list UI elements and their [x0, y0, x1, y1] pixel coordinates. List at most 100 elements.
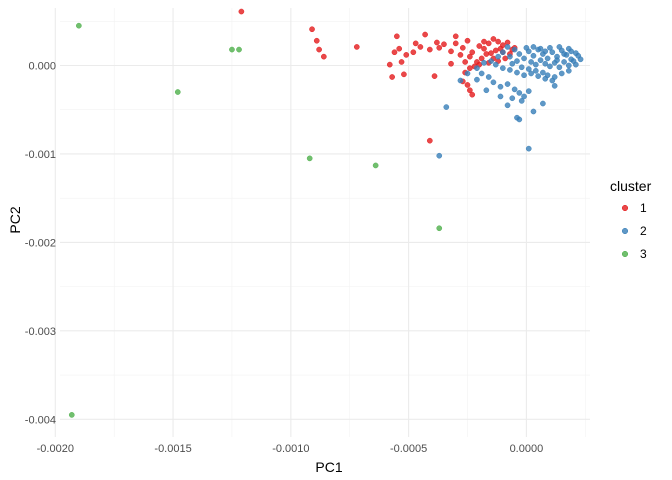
legend-label-1: 1 — [640, 201, 647, 215]
data-point — [174, 89, 181, 95]
data-point — [556, 44, 563, 50]
data-point — [485, 40, 492, 47]
data-point — [542, 48, 549, 55]
data-point — [474, 65, 480, 71]
data-point — [236, 46, 242, 53]
x-tick-label: -0.0010 — [272, 443, 309, 455]
data-point — [495, 53, 501, 60]
data-point — [518, 98, 525, 104]
x-tick-label: -0.0015 — [154, 443, 191, 455]
data-point — [525, 88, 532, 94]
x-tick-label: -0.0005 — [390, 443, 427, 455]
data-point — [398, 59, 405, 65]
data-point — [396, 45, 403, 52]
data-point — [309, 26, 315, 33]
legend-title: cluster — [610, 178, 652, 194]
data-point — [457, 52, 464, 58]
data-point — [386, 61, 393, 68]
data-point — [469, 91, 476, 98]
data-point — [229, 46, 235, 53]
data-point — [499, 49, 506, 56]
data-point — [547, 44, 553, 51]
data-point — [464, 82, 471, 88]
data-point — [474, 76, 480, 83]
series-1-points — [238, 8, 518, 144]
data-point — [422, 31, 428, 38]
data-point — [504, 102, 511, 109]
data-point — [75, 22, 82, 29]
minor-gridlines — [60, 8, 590, 437]
data-point — [417, 44, 424, 50]
data-point — [389, 74, 395, 80]
data-point — [530, 44, 537, 50]
data-point — [459, 44, 466, 51]
data-point — [509, 60, 516, 67]
data-point — [558, 70, 565, 77]
data-point — [523, 44, 530, 51]
data-point — [436, 152, 443, 159]
data-point — [502, 55, 509, 62]
data-point — [306, 155, 313, 162]
data-point — [521, 72, 527, 79]
data-point — [537, 45, 544, 52]
data-point — [448, 60, 454, 67]
data-point — [547, 63, 553, 70]
data-point — [492, 47, 499, 54]
data-point — [467, 65, 473, 71]
data-point — [507, 53, 513, 60]
data-point — [549, 49, 556, 56]
data-point — [436, 225, 443, 232]
data-point — [452, 40, 459, 47]
data-point — [441, 41, 447, 48]
data-point — [514, 69, 520, 76]
data-point — [412, 40, 419, 47]
data-point — [528, 59, 534, 65]
data-point — [467, 53, 473, 60]
data-point — [401, 71, 407, 78]
data-point — [504, 44, 511, 50]
data-point — [516, 90, 523, 96]
data-point — [448, 48, 454, 55]
data-point — [436, 44, 443, 51]
data-point — [518, 64, 525, 71]
data-point — [443, 104, 450, 110]
major-gridlines — [54, 8, 590, 437]
data-point — [535, 73, 542, 79]
data-point — [238, 8, 245, 15]
data-point — [565, 62, 572, 69]
data-point — [511, 86, 518, 93]
data-point — [316, 46, 322, 53]
data-point — [521, 55, 527, 62]
data-point — [497, 83, 504, 90]
data-point — [542, 60, 549, 67]
data-point — [495, 38, 501, 45]
legend-label-3: 3 — [640, 247, 647, 261]
data-point — [516, 51, 523, 57]
data-point — [530, 108, 537, 115]
data-point — [492, 61, 499, 68]
data-point — [490, 36, 497, 42]
data-point — [537, 57, 544, 64]
data-point — [481, 45, 487, 52]
x-tick-label: -0.0020 — [37, 443, 74, 455]
data-point — [490, 79, 497, 86]
data-point — [431, 73, 438, 79]
legend-key-3 — [621, 250, 629, 258]
y-tick-label: -0.003 — [25, 326, 56, 338]
data-point — [434, 39, 440, 46]
data-point — [511, 46, 518, 53]
data-point — [410, 49, 417, 56]
data-point — [393, 33, 400, 40]
data-point — [481, 38, 487, 45]
data-point — [540, 100, 546, 107]
data-point — [532, 61, 539, 68]
data-point — [464, 37, 471, 44]
data-point — [457, 77, 464, 84]
data-point — [561, 59, 567, 65]
data-point — [372, 162, 379, 169]
data-point — [476, 43, 483, 49]
y-axis-title: PC2 — [7, 206, 23, 233]
data-point — [509, 95, 516, 102]
data-point — [577, 56, 584, 63]
